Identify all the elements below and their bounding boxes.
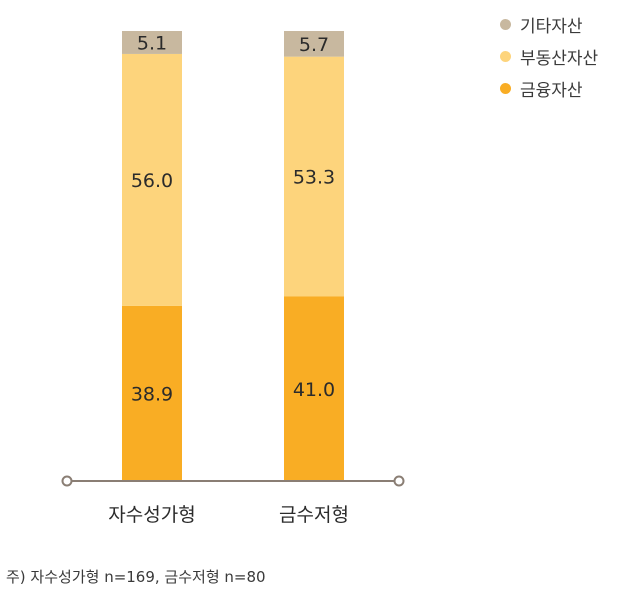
chart-note: 주) 자수성가형 n=169, 금수저형 n=80 xyxy=(6,568,266,586)
legend-label: 부동산자산 xyxy=(520,48,599,69)
bar-segment xyxy=(284,296,344,481)
axis-end-left xyxy=(61,475,73,487)
data-label: 41.0 xyxy=(293,379,335,401)
legend-item: 기타자산 xyxy=(500,8,598,40)
legend-swatch xyxy=(500,82,511,94)
legend-item: 부동산자산 xyxy=(500,40,598,72)
data-label: 53.3 xyxy=(293,167,335,189)
x-tick-label: 자수성가형 xyxy=(108,504,195,526)
x-tick-label: 금수저형 xyxy=(279,504,349,526)
data-label: 5.7 xyxy=(299,34,329,56)
bar-segment xyxy=(122,305,182,481)
data-label: 56.0 xyxy=(131,170,173,192)
data-label: 38.9 xyxy=(131,383,173,405)
data-label: 5.1 xyxy=(137,32,167,54)
legend-label: 금융자산 xyxy=(520,80,583,101)
bar-segment xyxy=(284,31,344,57)
legend-label: 기타자산 xyxy=(520,16,583,37)
bar-segment xyxy=(122,53,182,306)
bar-segment xyxy=(284,56,344,297)
axis-end-right xyxy=(393,475,405,487)
bar-segment xyxy=(122,31,182,54)
legend-swatch xyxy=(500,50,511,62)
legend-item: 금융자산 xyxy=(500,72,598,104)
legend-swatch xyxy=(500,18,511,30)
